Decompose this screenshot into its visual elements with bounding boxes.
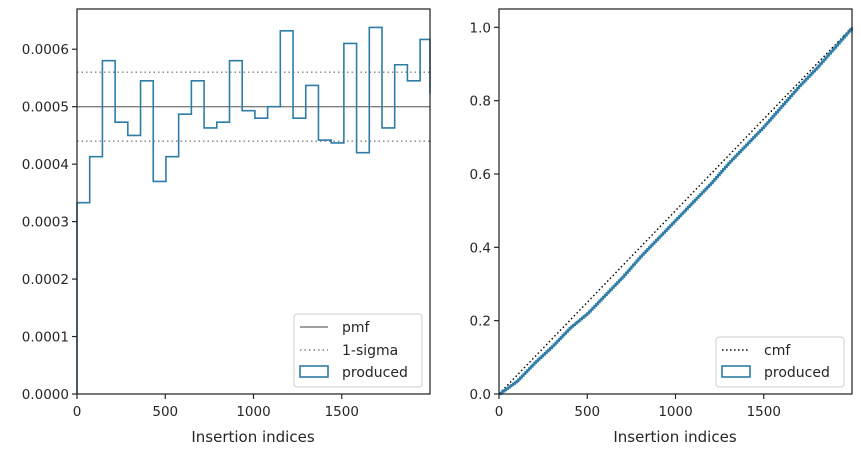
chart-cmf-x-axis-label: Insertion indices bbox=[613, 428, 736, 446]
chart-pmf-legend: pmf 1-sigma produced bbox=[293, 313, 423, 388]
chart-cmf-x-tick-label: 500 bbox=[574, 404, 600, 420]
legend-produced-swatch bbox=[299, 365, 329, 378]
chart-cmf: 0.0 0.2 0.4 0.6 0.8 1.0 0 500 1000 1500 Insertio… bbox=[470, 8, 854, 446]
chart-cmf-y-tick-label: 0.6 bbox=[470, 167, 491, 183]
chart-cmf-x-tick-label: 1000 bbox=[658, 404, 692, 420]
produced-cumulative-line bbox=[499, 27, 854, 396]
legend-produced-label: produced bbox=[342, 365, 408, 381]
chart-pmf-frame bbox=[76, 8, 431, 395]
chart-cmf-frame bbox=[498, 8, 853, 395]
chart-pmf-x-tick-label: 500 bbox=[152, 404, 178, 420]
chart-pmf-x-tick-label: 0 bbox=[73, 404, 82, 420]
legend-pmf-label: pmf bbox=[342, 320, 371, 336]
chart-pmf-x-axis-label: Insertion indices bbox=[191, 428, 314, 446]
chart-pmf-y-ticks: 0.0000 0.0001 0.0002 0.0003 0.0004 0.0005 0.00… bbox=[22, 42, 77, 403]
legend-produced-label: produced bbox=[764, 365, 830, 381]
chart-cmf-y-tick-label: 1.0 bbox=[470, 20, 491, 36]
chart-pmf-y-tick-label: 0.0003 bbox=[22, 215, 69, 231]
chart-pmf-x-tick-label: 1000 bbox=[236, 404, 270, 420]
chart-cmf-y-tick-label: 0.4 bbox=[470, 240, 491, 256]
chart-pmf-x-tick-label: 1500 bbox=[325, 404, 359, 420]
chart-pmf-y-tick-label: 0.0000 bbox=[22, 387, 69, 403]
chart-cmf-x-tick-label: 0 bbox=[495, 404, 504, 420]
legend-box bbox=[293, 313, 423, 388]
chart-cmf-x-tick-label: 1500 bbox=[747, 404, 781, 420]
chart-pmf: 0.0000 0.0001 0.0002 0.0003 0.0004 0.0005 0.00… bbox=[22, 8, 431, 446]
legend-produced-swatch bbox=[721, 365, 751, 378]
cmf-line bbox=[498, 26, 853, 395]
produced-step-histogram bbox=[76, 26, 431, 394]
legend-box bbox=[715, 336, 845, 388]
chart-cmf-x-ticks: 0 500 1000 1500 bbox=[495, 394, 781, 420]
chart-cmf-y-tick-label: 0.0 bbox=[470, 387, 491, 403]
chart-pmf-y-tick-label: 0.0006 bbox=[22, 42, 69, 58]
chart-pmf-y-tick-label: 0.0004 bbox=[22, 157, 69, 173]
chart-cmf-y-ticks: 0.0 0.2 0.4 0.6 0.8 1.0 bbox=[470, 20, 499, 403]
chart-cmf-y-tick-label: 0.2 bbox=[470, 314, 491, 330]
chart-cmf-legend: cmf produced bbox=[715, 336, 845, 388]
chart-pmf-x-ticks: 0 500 1000 1500 bbox=[73, 394, 359, 420]
chart-cmf-plot-area bbox=[498, 26, 854, 396]
legend-sigma-label: 1-sigma bbox=[342, 343, 398, 359]
chart-pmf-plot-area bbox=[76, 26, 431, 394]
chart-pmf-y-tick-label: 0.0005 bbox=[22, 100, 69, 116]
chart-pmf-y-tick-label: 0.0002 bbox=[22, 272, 69, 288]
chart-cmf-y-tick-label: 0.8 bbox=[470, 94, 491, 110]
chart-pmf-y-tick-label: 0.0001 bbox=[22, 330, 69, 346]
legend-cmf-label: cmf bbox=[764, 343, 791, 359]
